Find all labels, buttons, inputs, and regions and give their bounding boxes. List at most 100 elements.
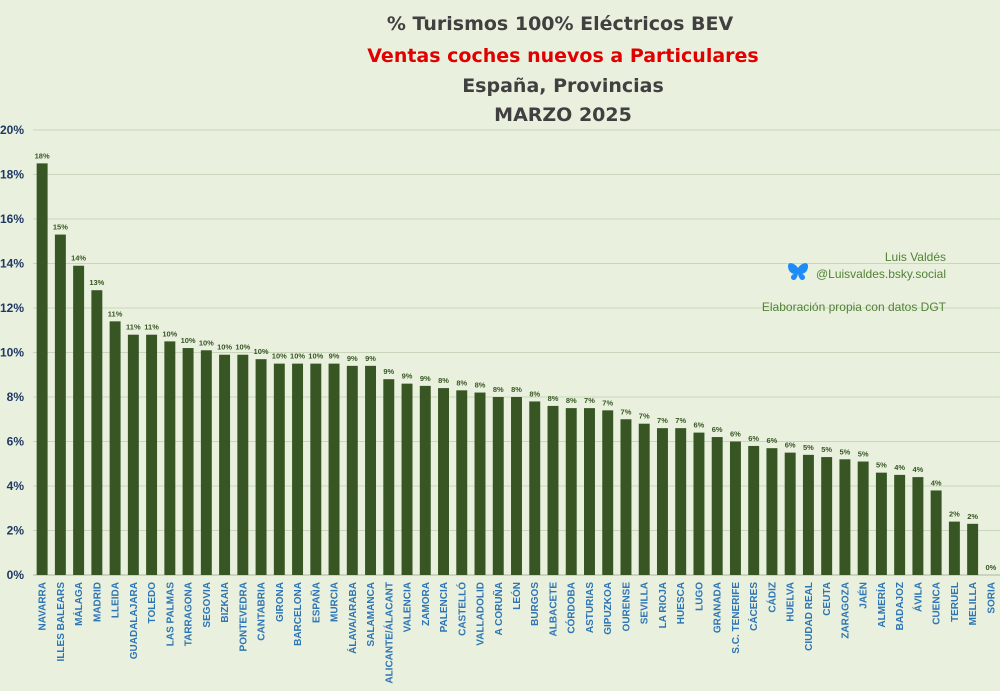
x-tick-label: CEUTA [822, 582, 833, 616]
data-label: 10% [181, 336, 196, 345]
x-tick-label: LA RIOJA [658, 582, 669, 628]
x-tick-label: MELILLA [968, 582, 979, 625]
chart-title: % Turismos 100% Eléctricos BEV [387, 13, 734, 35]
bar [91, 290, 103, 575]
x-tick-label: ILLES BALEARS [56, 582, 67, 662]
x-tick-label: BARCELONA [293, 582, 304, 646]
y-tick-label: 10% [0, 346, 24, 360]
data-label: 5% [839, 447, 850, 456]
data-label: 9% [329, 352, 340, 361]
bar [292, 363, 304, 575]
data-label: 8% [548, 394, 559, 403]
data-label: 10% [272, 352, 287, 361]
x-tick-label: ESPAÑA [309, 582, 322, 623]
bar [857, 461, 869, 575]
x-tick-label: ALBACETE [548, 582, 559, 637]
data-label: 10% [290, 352, 305, 361]
x-tick-label: CUENCA [932, 582, 943, 625]
data-label: 10% [235, 343, 250, 352]
data-label: 2% [967, 512, 978, 521]
x-tick-label: LEÓN [510, 582, 523, 610]
data-label: 6% [767, 436, 778, 445]
bar [346, 365, 358, 575]
data-label: 8% [456, 378, 467, 387]
data-label: 14% [71, 254, 86, 263]
x-tick-label: LUGO [694, 582, 705, 611]
y-tick-label: 16% [0, 212, 24, 226]
x-tick-label: GRANADA [713, 582, 724, 633]
y-tick-label: 2% [7, 524, 25, 538]
bar [620, 419, 632, 575]
x-tick-label: MURCIA [330, 582, 341, 622]
bar [200, 350, 212, 575]
bar [54, 234, 66, 575]
data-label: 7% [584, 396, 595, 405]
bar [237, 354, 249, 575]
data-label: 10% [162, 329, 177, 338]
data-label: 7% [639, 412, 650, 421]
bar [602, 410, 614, 575]
x-tick-label: BIZKAIA [220, 582, 231, 623]
bar [456, 390, 468, 575]
data-label: 5% [876, 461, 887, 470]
bar [693, 432, 705, 575]
y-tick-label: 6% [7, 435, 25, 449]
x-tick-label: TARRAGONA [184, 582, 195, 646]
x-tick-label: BADAJOZ [895, 582, 906, 630]
y-tick-label: 4% [7, 479, 25, 493]
bar [383, 379, 395, 575]
bar [310, 363, 322, 575]
bar [164, 341, 176, 575]
bsky-handle[interactable]: @Luisvaldes.bsky.social [816, 267, 946, 281]
x-tick-label: NAVARRA [38, 582, 49, 631]
data-label: 5% [803, 443, 814, 452]
x-tick-label: BURGOS [530, 582, 541, 626]
x-tick-label: SEVILLA [640, 582, 651, 624]
data-label: 11% [144, 323, 159, 332]
author-credit: Luis Valdés [885, 250, 946, 264]
x-tick-label: GIPUZKOA [603, 582, 614, 635]
x-tick-label: TOLEDO [147, 582, 158, 624]
bar [875, 472, 887, 575]
x-tick-label: ZAMORA [421, 582, 432, 626]
bar [419, 385, 431, 575]
x-tick-label: MÁLAGA [72, 582, 85, 626]
bar [675, 428, 687, 575]
bar [930, 490, 942, 575]
bar [638, 423, 650, 575]
x-tick-label: CIUDAD REAL [804, 582, 815, 651]
data-label: 8% [511, 385, 522, 394]
data-label: 10% [308, 352, 323, 361]
data-label: 2% [949, 510, 960, 519]
bar [73, 265, 85, 575]
bar [894, 474, 906, 575]
x-tick-label: CANTABRIA [257, 582, 268, 641]
bar [401, 383, 413, 575]
data-label: 15% [53, 223, 68, 232]
butterfly-icon [788, 263, 808, 280]
data-label: 9% [402, 372, 413, 381]
data-label: 4% [912, 465, 923, 474]
x-tick-label: ALMERÍA [875, 582, 888, 628]
data-label: 8% [475, 381, 486, 390]
data-label: 8% [493, 385, 504, 394]
bar [821, 457, 833, 575]
data-label: 18% [35, 151, 50, 160]
x-tick-label: A CORUÑA [492, 582, 505, 636]
data-label: 9% [420, 374, 431, 383]
x-tick-label: CÁDIZ [765, 582, 778, 613]
data-label: 11% [108, 309, 123, 318]
y-tick-label: 18% [0, 168, 24, 182]
data-label: 6% [785, 441, 796, 450]
data-label: 8% [566, 396, 577, 405]
bar [328, 363, 340, 575]
bar [529, 401, 541, 575]
bar [565, 408, 577, 575]
x-tick-label: VALLADOLID [476, 582, 487, 646]
data-label: 13% [89, 278, 104, 287]
x-tick-label: ALICANTE/ÁLACANT [382, 582, 395, 684]
x-tick-label: SORIA [986, 582, 997, 614]
y-tick-label: 0% [7, 568, 25, 582]
bar [711, 437, 723, 575]
data-label: 6% [712, 425, 723, 434]
